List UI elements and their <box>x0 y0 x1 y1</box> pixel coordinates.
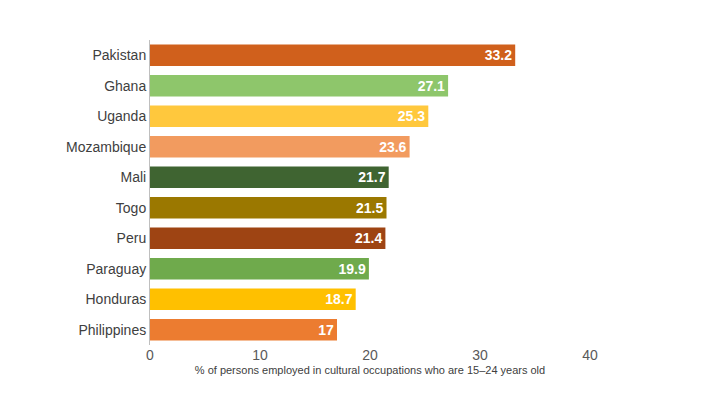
svg-text:% of persons employed in cultu: % of persons employed in cultural occupa… <box>195 364 545 376</box>
svg-text:Pakistan: Pakistan <box>92 47 146 63</box>
svg-text:Philippines: Philippines <box>78 322 146 338</box>
svg-text:23.6: 23.6 <box>379 139 406 155</box>
svg-text:Mozambique: Mozambique <box>66 139 146 155</box>
svg-text:27.1: 27.1 <box>418 78 445 94</box>
svg-text:21.4: 21.4 <box>355 230 382 246</box>
svg-text:21.5: 21.5 <box>356 200 383 216</box>
svg-text:30: 30 <box>472 347 488 363</box>
svg-text:17: 17 <box>318 322 334 338</box>
svg-text:20: 20 <box>362 347 378 363</box>
svg-text:Togo: Togo <box>116 200 147 216</box>
svg-text:40: 40 <box>582 347 598 363</box>
svg-text:Uganda: Uganda <box>97 108 146 124</box>
svg-text:Mali: Mali <box>121 169 147 185</box>
svg-text:33.2: 33.2 <box>485 47 512 63</box>
svg-text:0: 0 <box>146 347 154 363</box>
svg-text:19.9: 19.9 <box>338 261 365 277</box>
svg-text:18.7: 18.7 <box>325 291 352 307</box>
svg-text:25.3: 25.3 <box>398 108 425 124</box>
svg-text:10: 10 <box>252 347 268 363</box>
svg-text:Peru: Peru <box>117 230 147 246</box>
svg-text:Ghana: Ghana <box>104 78 146 94</box>
svg-text:Honduras: Honduras <box>85 291 146 307</box>
svg-text:21.7: 21.7 <box>358 169 385 185</box>
svg-text:Paraguay: Paraguay <box>86 261 146 277</box>
